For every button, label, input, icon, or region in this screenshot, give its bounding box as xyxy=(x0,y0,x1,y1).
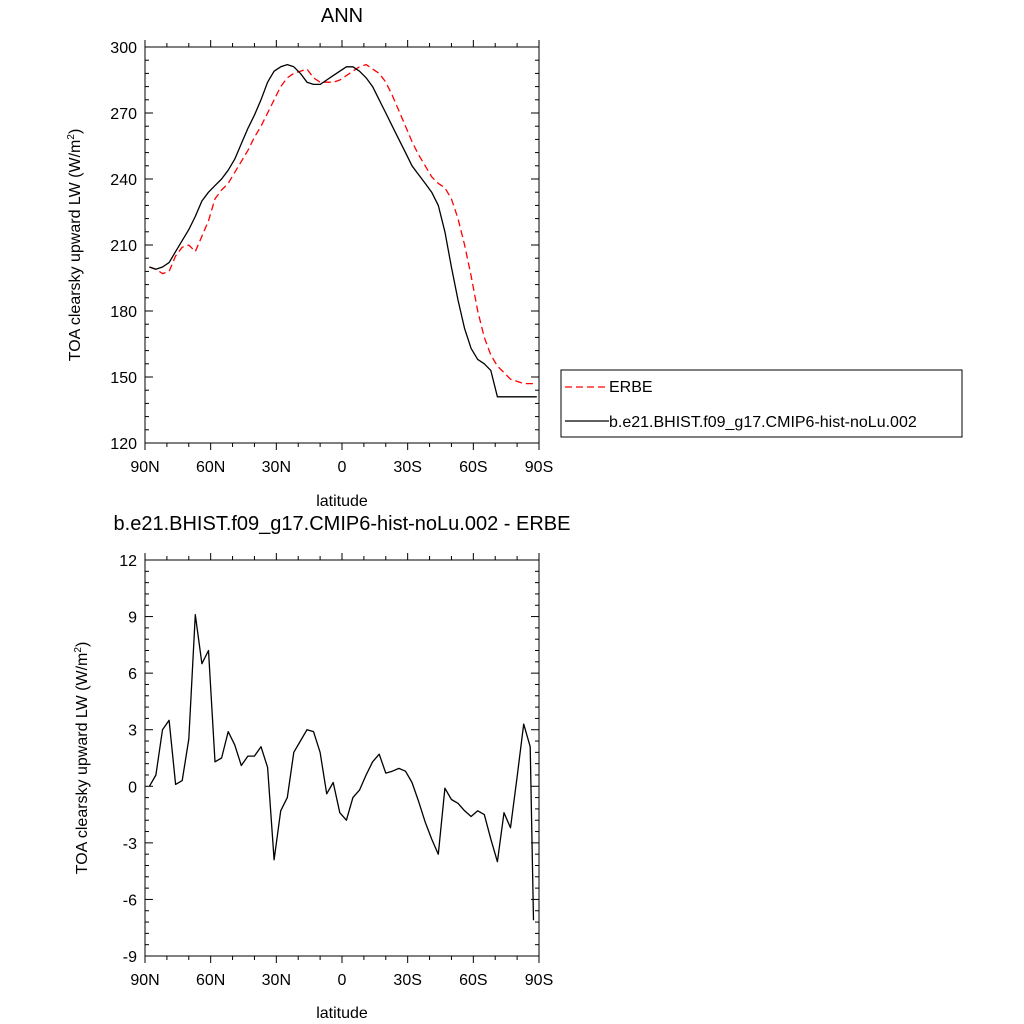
top-x-tick-label: 90S xyxy=(525,459,553,476)
top-chart-title: ANN xyxy=(321,5,363,27)
bottom-y-axis-label-sup: 2 xyxy=(73,647,84,653)
top-y-tick-label: 180 xyxy=(110,304,137,321)
top-y-tick-label: 150 xyxy=(110,370,137,387)
bottom-series-group xyxy=(148,614,535,921)
bottom-chart-title: b.e21.BHIST.f09_g17.CMIP6-hist-noLu.002 … xyxy=(114,513,571,535)
top-x-tick-label: 30S xyxy=(393,459,421,476)
bottom-y-tick-label: -9 xyxy=(123,949,137,966)
top-series-line-1 xyxy=(149,63,537,398)
legend-box xyxy=(560,369,963,438)
bottom-y-tick-label: 9 xyxy=(128,610,137,627)
bottom-x-tick-label: 30S xyxy=(393,972,421,989)
bottom-x-tick-label: 90N xyxy=(130,972,159,989)
top-x-axis-label: latitude xyxy=(316,493,368,510)
legend-erbe-label: ERBE xyxy=(609,379,653,396)
top-x-tick-label: 60N xyxy=(196,459,225,476)
bottom-x-axis: 90N 60N 30N 0 30S 60S 90S xyxy=(130,553,553,989)
top-x-tick-label: 90N xyxy=(130,459,159,476)
bottom-series-line-0 xyxy=(148,614,535,921)
top-series-group xyxy=(149,63,537,398)
bottom-y-tick-label: 6 xyxy=(128,666,137,683)
bottom-x-axis-label: latitude xyxy=(316,1005,368,1022)
bottom-x-tick-label: 0 xyxy=(338,972,347,989)
bottom-x-tick-label: 60N xyxy=(196,972,225,989)
bottom-chart: b.e21.BHIST.f09_g17.CMIP6-hist-noLu.002 … xyxy=(73,513,570,1022)
top-y-tick-label: 240 xyxy=(110,172,137,189)
top-plot-frame xyxy=(144,46,540,444)
bottom-y-tick-label: 3 xyxy=(128,723,137,740)
bottom-y-axis: -9 -6 -3 0 3 6 9 12 xyxy=(119,553,539,966)
bottom-plot-frame xyxy=(144,559,540,957)
bottom-x-tick-label: 90S xyxy=(525,972,553,989)
top-x-axis: 90N 60N 30N 0 30S 60S 90S xyxy=(130,40,553,476)
top-x-tick-label: 30N xyxy=(262,459,291,476)
top-y-tick-label: 270 xyxy=(110,106,137,123)
bottom-x-tick-label: 30N xyxy=(262,972,291,989)
top-chart: ANN 120 150 180 210 240 270 300 90N 60N 30N 0 30S 6… xyxy=(66,5,963,510)
top-series-line-0 xyxy=(149,63,537,385)
legend: ERBE b.e21.BHIST.f09_g17.CMIP6-hist-noLu… xyxy=(560,369,963,438)
top-x-tick-label: 0 xyxy=(338,459,347,476)
bottom-y-axis-label-main: TOA clearsky upward LW (W/m xyxy=(74,653,91,875)
bottom-y-tick-label: 0 xyxy=(128,779,137,796)
bottom-y-tick-label: -3 xyxy=(123,836,137,853)
top-y-tick-label: 120 xyxy=(110,436,137,453)
bottom-x-tick-label: 60S xyxy=(459,972,487,989)
top-y-axis-label-main: TOA clearsky upward LW (W/m xyxy=(67,140,84,362)
top-y-axis: 120 150 180 210 240 270 300 xyxy=(110,40,539,453)
top-y-axis-label-sup: 2 xyxy=(66,134,77,140)
top-y-tick-label: 300 xyxy=(110,40,137,57)
top-y-axis-label-end: ) xyxy=(67,129,84,134)
bottom-y-tick-label: 12 xyxy=(119,553,137,570)
top-x-tick-label: 60S xyxy=(459,459,487,476)
legend-model-label: b.e21.BHIST.f09_g17.CMIP6-hist-noLu.002 xyxy=(609,414,917,431)
top-y-tick-label: 210 xyxy=(110,238,137,255)
bottom-y-axis-label-end: ) xyxy=(74,642,91,647)
top-y-axis-label: TOA clearsky upward LW (W/m2) xyxy=(66,129,84,362)
bottom-y-tick-label: -6 xyxy=(123,892,137,909)
bottom-y-axis-label: TOA clearsky upward LW (W/m2) xyxy=(73,642,91,875)
